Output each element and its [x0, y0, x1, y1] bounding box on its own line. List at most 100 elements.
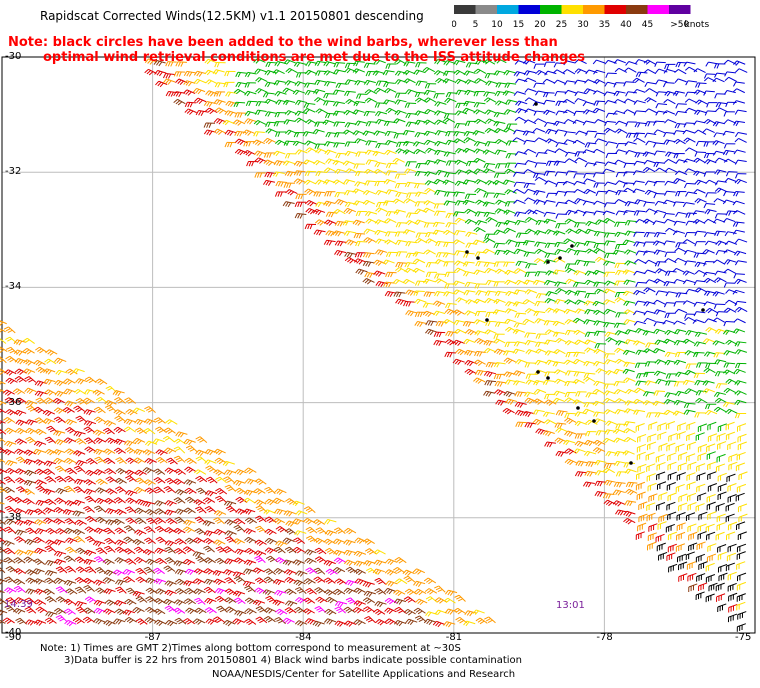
wind-barb	[343, 549, 356, 556]
wind-barb	[473, 68, 487, 74]
wind-barb	[274, 589, 287, 597]
wind-barb	[624, 408, 637, 414]
wind-barb	[44, 569, 58, 577]
wind-barb	[464, 360, 477, 367]
wind-barb	[464, 79, 477, 85]
wind-barb	[332, 179, 345, 185]
wind-barb	[83, 420, 97, 427]
wind-barb	[333, 62, 346, 68]
wind-barb	[652, 400, 665, 407]
wind-barb	[583, 402, 596, 408]
wind-barb	[736, 543, 747, 553]
wind-barb	[114, 477, 127, 485]
wind-barb	[375, 280, 388, 288]
lon-label: -87	[144, 632, 161, 643]
wind-barb	[493, 361, 506, 368]
wind-barb	[343, 539, 356, 546]
wind-barb	[673, 138, 686, 145]
wind-barb	[485, 80, 498, 86]
wind-barb	[44, 436, 57, 444]
wind-barb	[0, 598, 8, 605]
wind-barb	[0, 320, 7, 326]
wind-barb	[112, 390, 125, 397]
legend-label-15: 15	[513, 20, 524, 30]
wind-barb	[445, 222, 458, 228]
wind-barb	[373, 549, 386, 555]
wind-barb	[244, 467, 257, 474]
wind-barb	[4, 427, 17, 435]
legend-label-5: 5	[473, 20, 479, 30]
wind-barb	[564, 247, 578, 254]
wind-barb	[255, 606, 268, 613]
wind-barb	[473, 157, 486, 164]
wind-barb	[682, 202, 695, 208]
wind-barb	[115, 467, 128, 475]
wind-barb	[352, 68, 365, 74]
wind-barb	[494, 138, 508, 145]
wind-barb	[273, 160, 286, 167]
wind-barb	[415, 191, 428, 198]
wind-barb	[114, 546, 127, 554]
wind-barb	[284, 600, 298, 607]
wind-barb	[522, 410, 535, 418]
wind-barb	[736, 593, 746, 602]
wind-barb	[34, 390, 47, 397]
wind-barb	[614, 398, 628, 404]
wind-barb	[123, 548, 136, 555]
wind-barb	[42, 507, 56, 514]
wind-barb	[692, 210, 705, 216]
wind-barb	[736, 623, 746, 632]
wind-barb	[474, 369, 487, 376]
wind-barb	[462, 261, 475, 267]
wind-barb	[643, 287, 656, 293]
wind-barb	[614, 297, 627, 303]
wind-barb	[435, 169, 448, 176]
wind-barb	[553, 62, 566, 68]
wind-barb	[714, 187, 728, 193]
wind-barb	[553, 390, 566, 397]
wind-barb	[323, 577, 336, 584]
wind-barb	[623, 510, 636, 517]
wind-barb	[132, 407, 146, 413]
wind-barb	[646, 473, 656, 482]
wind-barb	[582, 408, 595, 415]
wind-barb	[695, 390, 708, 396]
wind-barb	[24, 597, 37, 605]
wind-barb	[3, 547, 16, 555]
wind-barb	[414, 208, 427, 214]
wind-barb	[144, 458, 157, 465]
wind-barb	[712, 140, 725, 146]
wind-barb	[244, 608, 257, 615]
wind-barb	[513, 289, 526, 295]
wind-barb	[364, 616, 376, 623]
wind-barb	[535, 152, 548, 158]
wind-barb	[115, 457, 127, 465]
wind-barb	[544, 298, 557, 304]
legend-swatch-0	[454, 5, 476, 14]
wind-barb	[646, 502, 656, 511]
wind-barb	[647, 532, 657, 541]
wind-barb	[252, 139, 265, 146]
wind-barb	[385, 107, 398, 114]
wind-barb	[344, 559, 357, 566]
wind-barb	[23, 449, 37, 456]
wind-barb	[213, 118, 227, 125]
wind-barb	[625, 488, 638, 496]
wind-barb	[484, 297, 498, 304]
wind-barb	[504, 162, 517, 168]
wind-barb	[662, 319, 675, 325]
wind-barb	[582, 101, 595, 107]
wind-barb	[332, 110, 345, 117]
wind-barb	[687, 461, 697, 471]
wind-barb	[12, 497, 25, 504]
wind-barb	[265, 61, 277, 68]
wind-barb	[672, 267, 685, 273]
wind-barb	[653, 299, 666, 305]
wind-barb	[473, 141, 487, 147]
wind-barb	[593, 411, 605, 417]
wind-barb	[102, 558, 115, 566]
wind-barb	[723, 143, 736, 149]
wind-barb	[274, 508, 287, 515]
wind-barb	[333, 142, 345, 148]
wind-barb	[255, 616, 268, 624]
